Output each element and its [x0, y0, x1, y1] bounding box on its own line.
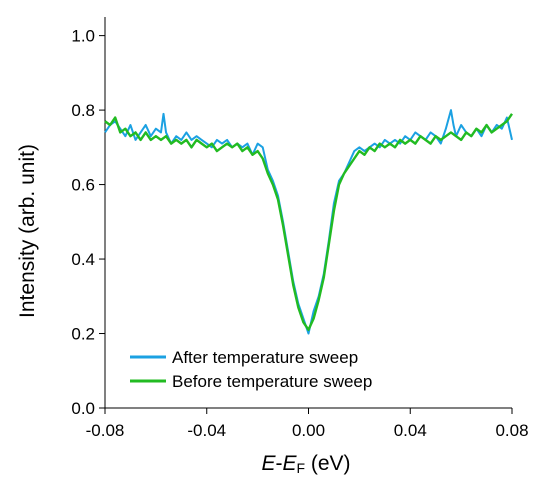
legend-label: Before temperature sweep	[172, 372, 372, 391]
series-layer	[104, 109, 513, 335]
y-tick-label: 0.8	[71, 101, 95, 120]
x-tick-label: 0.08	[495, 421, 528, 440]
y-tick-label: 0.4	[71, 250, 95, 269]
x-axis-title-dash: -	[275, 452, 282, 475]
x-tick-label: -0.08	[86, 421, 125, 440]
x-axis-title-unit: (eV)	[305, 452, 351, 475]
y-tick-label: 0.2	[71, 325, 95, 344]
x-axis-title-e1: E	[261, 452, 276, 475]
y-tick-label: 0.6	[71, 176, 95, 195]
x-tick-label: -0.04	[187, 421, 226, 440]
legend: After temperature sweep Before temperatur…	[130, 348, 372, 391]
y-tick-label: 1.0	[71, 27, 95, 46]
series-line-before	[104, 113, 513, 331]
x-axis-title-e2: E	[282, 452, 297, 475]
y-tick-label: 0.0	[71, 399, 95, 418]
x-axis-title-sub: F	[296, 460, 305, 476]
tick-layer: 0.0 0.2 0.4 0.6 0.8 1.0 -0.08 -0.04 0.00 0.04 0.08	[71, 27, 528, 440]
x-axis-title: E-EF (eV)	[261, 452, 350, 476]
y-axis-title: Intensity (arb. unit)	[16, 144, 39, 318]
x-tick-label: 0.00	[292, 421, 325, 440]
legend-label: After temperature sweep	[172, 348, 358, 367]
x-tick-label: 0.04	[394, 421, 427, 440]
series-line-after	[104, 109, 513, 335]
